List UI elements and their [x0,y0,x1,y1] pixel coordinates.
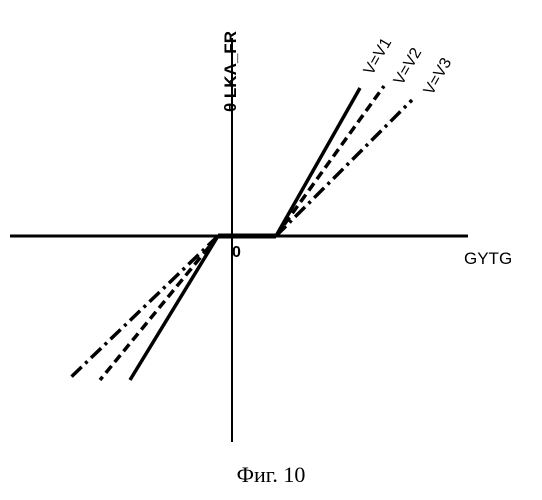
curve-v1-right [276,88,360,236]
curve-v1-left [130,236,218,380]
curve-v3-label: V=V3 [421,55,456,98]
figure-caption: Фиг. 10 [237,462,306,487]
origin-label: 0 [232,244,241,261]
curve-v2-right [276,86,384,236]
curve-v2-left [100,236,218,380]
curve-v2-label: V=V2 [391,45,426,88]
x-axis-label: GYTG [464,249,512,268]
y-axis-label: θ LKA_FR [221,31,240,112]
curve-v1-label: V=V1 [361,35,396,78]
curve-v3-right [276,100,412,236]
